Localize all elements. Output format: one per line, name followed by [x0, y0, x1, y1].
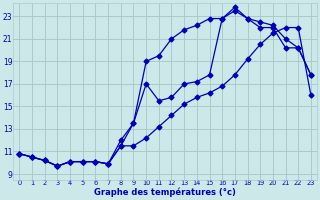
X-axis label: Graphe des températures (°c): Graphe des températures (°c)	[94, 188, 236, 197]
